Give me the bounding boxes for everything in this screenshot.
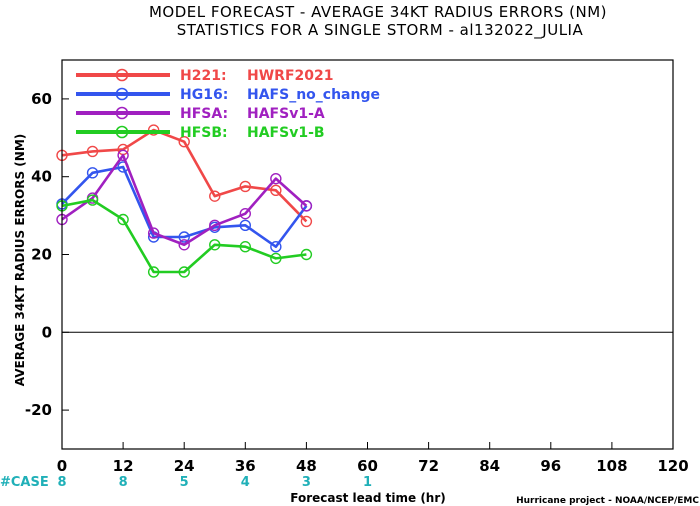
legend-swatch-marker (115, 87, 129, 101)
x-tick-label: 96 (540, 457, 561, 475)
data-point (239, 241, 252, 253)
y-tick-label: 0 (42, 323, 52, 341)
series-line (61, 128, 308, 223)
plot-area (56, 59, 674, 450)
x-tick-label: 72 (418, 457, 439, 475)
data-point (178, 231, 190, 243)
data-point (178, 266, 190, 278)
data-point (86, 194, 99, 206)
data-point (239, 207, 252, 220)
data-point (270, 184, 282, 197)
case-count: 4 (241, 475, 250, 490)
series-HAFS_no_change (56, 161, 313, 253)
legend-item: H221: HWRF2021 (76, 68, 333, 84)
data-point (300, 215, 313, 228)
plot-frame (61, 59, 674, 450)
data-point (270, 172, 282, 185)
data-point (178, 135, 190, 148)
legend-code: HFSB: (180, 125, 228, 141)
legend-item: HFSB: HAFSv1-B (76, 125, 325, 141)
legend-swatch-marker (115, 125, 129, 139)
data-point (86, 167, 99, 179)
legend-item: HG16: HAFS_no_change (76, 87, 380, 103)
x-tick-label: 12 (113, 457, 134, 475)
x-tick-label: 24 (174, 457, 195, 475)
x-tick-label: 108 (596, 457, 627, 475)
data-point (117, 149, 129, 162)
data-point (86, 145, 99, 158)
case-count: 8 (57, 475, 66, 490)
y-tick-label: 60 (31, 90, 52, 108)
legend-name: HAFSv1-A (247, 106, 325, 122)
legend-name: HWRF2021 (247, 68, 333, 84)
legend-code: HFSA: (180, 106, 228, 122)
data-point (270, 241, 282, 253)
data-point (209, 190, 221, 202)
x-axis-label: Forecast lead time (hr) (290, 491, 446, 505)
case-count: 3 (302, 475, 311, 490)
data-point (117, 213, 129, 226)
series-layer (56, 124, 313, 278)
data-point (178, 239, 190, 251)
data-point (300, 200, 313, 212)
credit-text: Hurricane project - NOAA/NCEP/EMC (516, 496, 699, 506)
case-label: #CASE (0, 475, 49, 490)
x-tick-label: 84 (479, 457, 500, 475)
data-point (209, 219, 221, 232)
y-axis-label: AVERAGE 34KT RADIUS ERRORS (NM) (13, 134, 27, 386)
legend-item: HFSA: HAFSv1-A (76, 106, 325, 122)
series-line (61, 165, 308, 249)
x-tick-label: 36 (235, 457, 256, 475)
legend-swatch-marker (115, 68, 129, 82)
chart-subtitle: STATISTICS FOR A SINGLE STORM - al132022… (177, 21, 584, 40)
x-axis-ticks: 0 12 24 36 48 60 72 84 96 108 120 (57, 442, 689, 475)
chart-title: MODEL FORECAST - AVERAGE 34KT RADIUS ERR… (149, 3, 607, 21)
x-tick-label: 60 (357, 457, 378, 475)
legend-name: HAFS_no_change (247, 87, 380, 103)
data-point (270, 252, 282, 265)
x-tick-label: 120 (657, 457, 688, 475)
data-point (300, 248, 313, 261)
legend: H221: HWRF2021 HG16: HAFS_no_change HFSA: HAF… (76, 68, 380, 141)
data-point (147, 227, 160, 239)
y-tick-label: 40 (31, 168, 52, 186)
case-count: 1 (363, 475, 372, 490)
y-axis-ticks: -20 0 20 40 60 (25, 90, 69, 419)
data-point (239, 180, 252, 193)
y-tick-label: -20 (25, 401, 52, 419)
legend-code: HG16: (180, 87, 228, 103)
series-line (61, 198, 307, 274)
data-point (239, 219, 252, 232)
y-tick-label: 20 (31, 246, 52, 264)
x-tick-label: 0 (57, 457, 67, 475)
case-count: 8 (119, 475, 128, 490)
case-values: 8 8 5 4 3 1 (57, 475, 372, 490)
legend-code: H221: (180, 68, 227, 84)
legend-name: HAFSv1-B (247, 125, 325, 141)
legend-swatch-marker (115, 106, 129, 120)
series-HAFSv1-A (56, 149, 313, 251)
series-line (61, 154, 308, 247)
case-count: 5 (180, 475, 189, 490)
x-tick-label: 48 (296, 457, 317, 475)
data-point (209, 239, 221, 251)
data-point (147, 266, 160, 278)
